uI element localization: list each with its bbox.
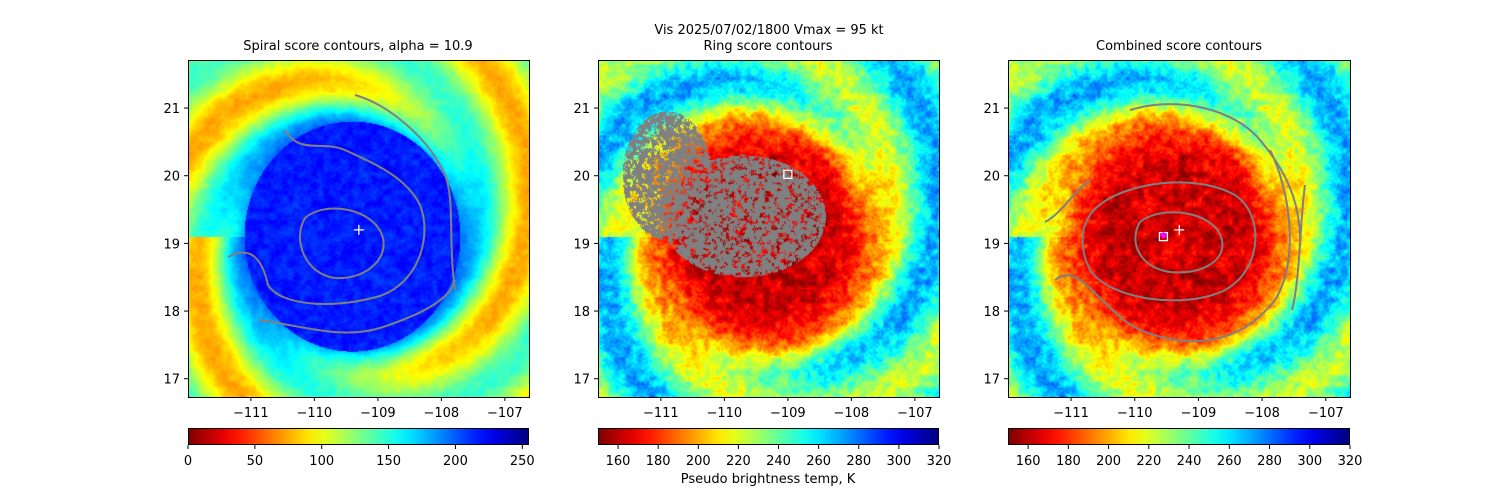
x-tick-label: −109 [360,406,396,421]
ring-score-image [598,60,939,397]
panel-title-combined: Combined score contours [1096,39,1262,54]
x-tick-label: −110 [707,406,743,421]
colorbar-tick-label: 160 [1016,454,1041,469]
y-tick-label: 19 [983,237,1000,252]
x-tick-label: −108 [834,406,870,421]
y-tick-label: 19 [163,237,180,252]
colorbar-spiral [188,428,529,445]
x-tick-label: −107 [897,406,933,421]
y-tick-label: 17 [573,373,590,388]
contour-line [299,207,385,280]
y-tick-label: 18 [983,305,1000,320]
x-tick-label: −110 [1117,406,1153,421]
y-tick-label: 19 [573,237,590,252]
x-tick-label: −107 [1308,406,1344,421]
colorbar-tick-label: 150 [376,454,401,469]
colorbar-tick-label: 200 [1096,454,1121,469]
y-tick-label: 21 [163,102,180,117]
y-tick-label: 18 [163,305,180,320]
colorbar-tick-label: 300 [1297,454,1322,469]
y-tick-label: 20 [573,170,590,185]
contours-spiral [227,94,456,334]
colorbar-tick-label: 0 [184,454,192,469]
axes-frame [1008,60,1351,398]
axes-frame [598,60,940,398]
contour-line [1081,181,1257,302]
y-tick-label: 17 [983,373,1000,388]
colorbar-tick-label: 220 [726,454,751,469]
y-tick-label: 21 [573,102,590,117]
panel-title-ring: Ring score contours [703,39,833,54]
colorbar-tick-label: 180 [646,454,671,469]
suptitle: Vis 2025/07/02/1800 Vmax = 95 kt [654,23,884,38]
colorbar-combined [1008,428,1350,445]
y-tick-label: 21 [983,102,1000,117]
colorbar-tick-label: 200 [443,454,468,469]
contour-line [1129,103,1306,311]
colorbar-tick-label: 50 [247,454,264,469]
colorbar-ring [598,428,939,445]
colorbar-tick-label: 300 [886,454,911,469]
x-tick-label: −108 [1244,406,1280,421]
contours-combined [1044,103,1306,343]
x-tick-label: −109 [1181,406,1217,421]
x-tick-label: −111 [233,406,269,421]
y-tick-label: 18 [573,305,590,320]
x-tick-label: −110 [297,406,333,421]
colorbar-tick-label: 220 [1136,454,1161,469]
x-tick-label: −111 [643,406,679,421]
center-circle-marker [1160,232,1167,239]
colorbar-tick-label: 240 [1177,454,1202,469]
axes-frame [188,60,530,398]
colorbar-tick-label: 280 [846,454,871,469]
colorbar-tick-label: 180 [1056,454,1081,469]
x-tick-label: −108 [424,406,460,421]
x-tick-label: −107 [487,406,523,421]
contour-line [1044,149,1291,343]
colorbar-tick-label: 320 [1338,454,1363,469]
colorbar-tick-label: 260 [1217,454,1242,469]
y-tick-label: 20 [983,170,1000,185]
center-plus-marker [353,224,364,235]
center-plus-marker [1174,224,1185,235]
contour-line [1134,211,1224,274]
colorbar-tick-label: 280 [1257,454,1282,469]
colorbar-tick-label: 100 [309,454,334,469]
panel-title-spiral: Spiral score contours, alpha = 10.9 [243,39,473,54]
colorbar-tick-label: 240 [766,454,791,469]
colorbar-tick-label: 200 [686,454,711,469]
center-square-marker [783,169,793,180]
contour-line [257,279,456,334]
x-tick-label: −111 [1053,406,1089,421]
contour-line [354,94,456,291]
colorbar-tick-label: 260 [806,454,831,469]
colorbar-tick-label: 250 [510,454,535,469]
colorbar-tick-label: 160 [606,454,631,469]
colorbar-label: Pseudo brightness temp, K [680,472,856,487]
contour-line [227,129,426,305]
y-tick-label: 17 [163,373,180,388]
colorbar-tick-label: 320 [927,454,952,469]
x-tick-label: −109 [770,406,806,421]
y-tick-label: 20 [163,170,180,185]
